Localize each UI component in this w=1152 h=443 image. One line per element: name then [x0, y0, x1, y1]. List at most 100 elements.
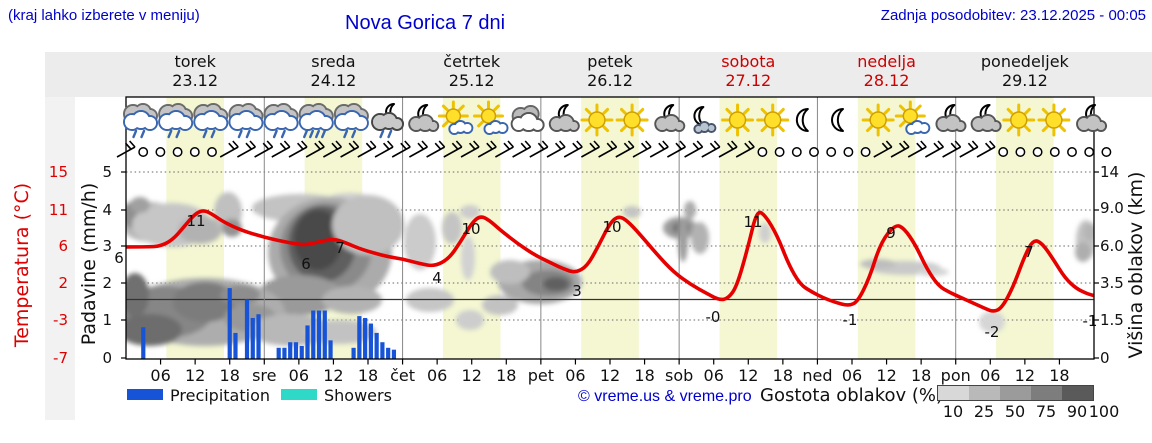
credit-link[interactable]: © vreme.us & vreme.pro — [578, 388, 752, 405]
day-name: nedelja — [857, 52, 916, 71]
temperature-value: 3 — [572, 282, 582, 300]
day-date: 28.12 — [863, 71, 910, 90]
temperature-value: -1 — [843, 311, 858, 329]
cloud-icon — [510, 105, 545, 132]
temp-tick-label: -7 — [53, 349, 68, 367]
wind-symbols-row — [116, 140, 1112, 158]
precip-bar — [322, 310, 327, 359]
night_cloud-icon — [408, 104, 440, 132]
precip-bar — [141, 327, 146, 359]
precip-bar — [305, 325, 310, 359]
time-tick-label: 18 — [358, 366, 378, 385]
cloud-density-label: Gostota oblakov (%) — [760, 385, 944, 406]
density-segment — [1062, 386, 1093, 400]
precip-bar — [250, 317, 255, 359]
day-abbrev-label: sre — [252, 366, 276, 385]
day-date: 27.12 — [725, 71, 772, 90]
rain-icon — [123, 103, 158, 139]
temp-tick-label: 6 — [58, 237, 68, 255]
density-segment — [1031, 386, 1062, 400]
time-tick-label: 18 — [634, 366, 654, 385]
precip-bar — [276, 347, 281, 359]
wind-barb-icon — [426, 140, 446, 158]
wind-barb-icon — [701, 140, 721, 158]
day-abbrev-label: čet — [390, 366, 415, 385]
precip-bar — [368, 323, 373, 359]
temperature-value: -0 — [706, 308, 721, 326]
precip-bar — [363, 317, 368, 359]
time-tick-label: 06 — [427, 366, 447, 385]
precipitation-swatch — [127, 389, 163, 400]
calm-wind-icon — [155, 147, 166, 157]
wind-barb-icon — [305, 140, 325, 158]
precip-bar — [374, 332, 379, 359]
rain-icon — [158, 103, 194, 139]
precip-bar — [351, 347, 356, 359]
wind-barb-icon — [288, 140, 308, 158]
temp-tick-label: 15 — [48, 163, 68, 181]
menu-hint: (kraj lahko izberete v meniju) — [8, 7, 200, 24]
rain_heavy-icon — [298, 103, 334, 139]
wind-barb-icon — [477, 140, 497, 158]
wind-barb-icon — [529, 140, 549, 158]
moon-icon — [831, 108, 844, 132]
cloud-tick-label: 3.5 — [1100, 274, 1124, 292]
sun-icon — [580, 103, 614, 137]
sun-icon — [756, 103, 790, 137]
calm-wind-icon — [826, 147, 837, 157]
wind-barb-icon — [873, 140, 893, 158]
time-tick-label: 06 — [289, 366, 309, 385]
wind-barb-icon — [357, 140, 377, 158]
rain-icon — [228, 103, 264, 139]
wind-barb-icon — [340, 140, 360, 158]
sun-icon — [721, 103, 755, 137]
precip-bar — [256, 314, 261, 359]
temperature-value: 11 — [186, 212, 205, 230]
rain-icon — [193, 103, 229, 139]
calm-wind-icon — [860, 147, 871, 157]
calm-wind-icon — [998, 147, 1009, 157]
calm-wind-icon — [757, 147, 768, 157]
sun-icon — [615, 103, 649, 137]
temp-tick-label: -3 — [53, 311, 68, 329]
wind-barb-icon — [890, 140, 910, 158]
wind-barb-icon — [495, 140, 514, 158]
showers-label: Showers — [324, 386, 392, 405]
temperature-value: 10 — [602, 218, 621, 236]
precip-bar — [311, 310, 316, 359]
daylight-band — [857, 97, 916, 359]
wind-barb-icon — [374, 140, 394, 158]
density-segment — [969, 386, 1000, 400]
sun-icon — [1002, 103, 1036, 137]
calm-wind-icon — [1015, 147, 1026, 157]
cloud-tick-label: 1.5 — [1100, 311, 1124, 329]
wind-barb-icon — [976, 140, 996, 158]
precip-tick-label: 2 — [102, 274, 112, 292]
wind-barb-icon — [942, 140, 962, 158]
wind-barb-icon — [271, 140, 291, 158]
calm-wind-icon — [189, 147, 200, 157]
axis-ticks — [121, 171, 1099, 365]
density-segment — [1000, 386, 1031, 400]
precip-bar — [386, 347, 391, 359]
density-segment — [938, 386, 969, 400]
night_cloud-icon — [548, 104, 580, 132]
day-abbrev-label: pon — [941, 366, 971, 385]
time-tick-label: 12 — [600, 366, 620, 385]
night_smallcloud-icon — [693, 106, 717, 134]
time-tick-label: 18 — [220, 366, 240, 385]
temperature-value: 9 — [886, 224, 896, 242]
wind-barb-icon — [219, 140, 239, 158]
temp-tick-label: 11 — [48, 201, 68, 219]
night_cloud-icon — [935, 104, 967, 132]
precip-bar — [282, 347, 287, 359]
wind-barb-icon — [409, 140, 428, 158]
wind-barb-icon — [546, 140, 566, 158]
day-separators — [263, 97, 957, 359]
precip-bar — [293, 342, 299, 359]
left-margin-strip — [45, 97, 75, 420]
temp-tick-label: 2 — [58, 274, 68, 292]
day-date: 23.12 — [172, 71, 219, 90]
day-date: 25.12 — [448, 71, 495, 90]
wind-barb-icon — [907, 140, 927, 158]
